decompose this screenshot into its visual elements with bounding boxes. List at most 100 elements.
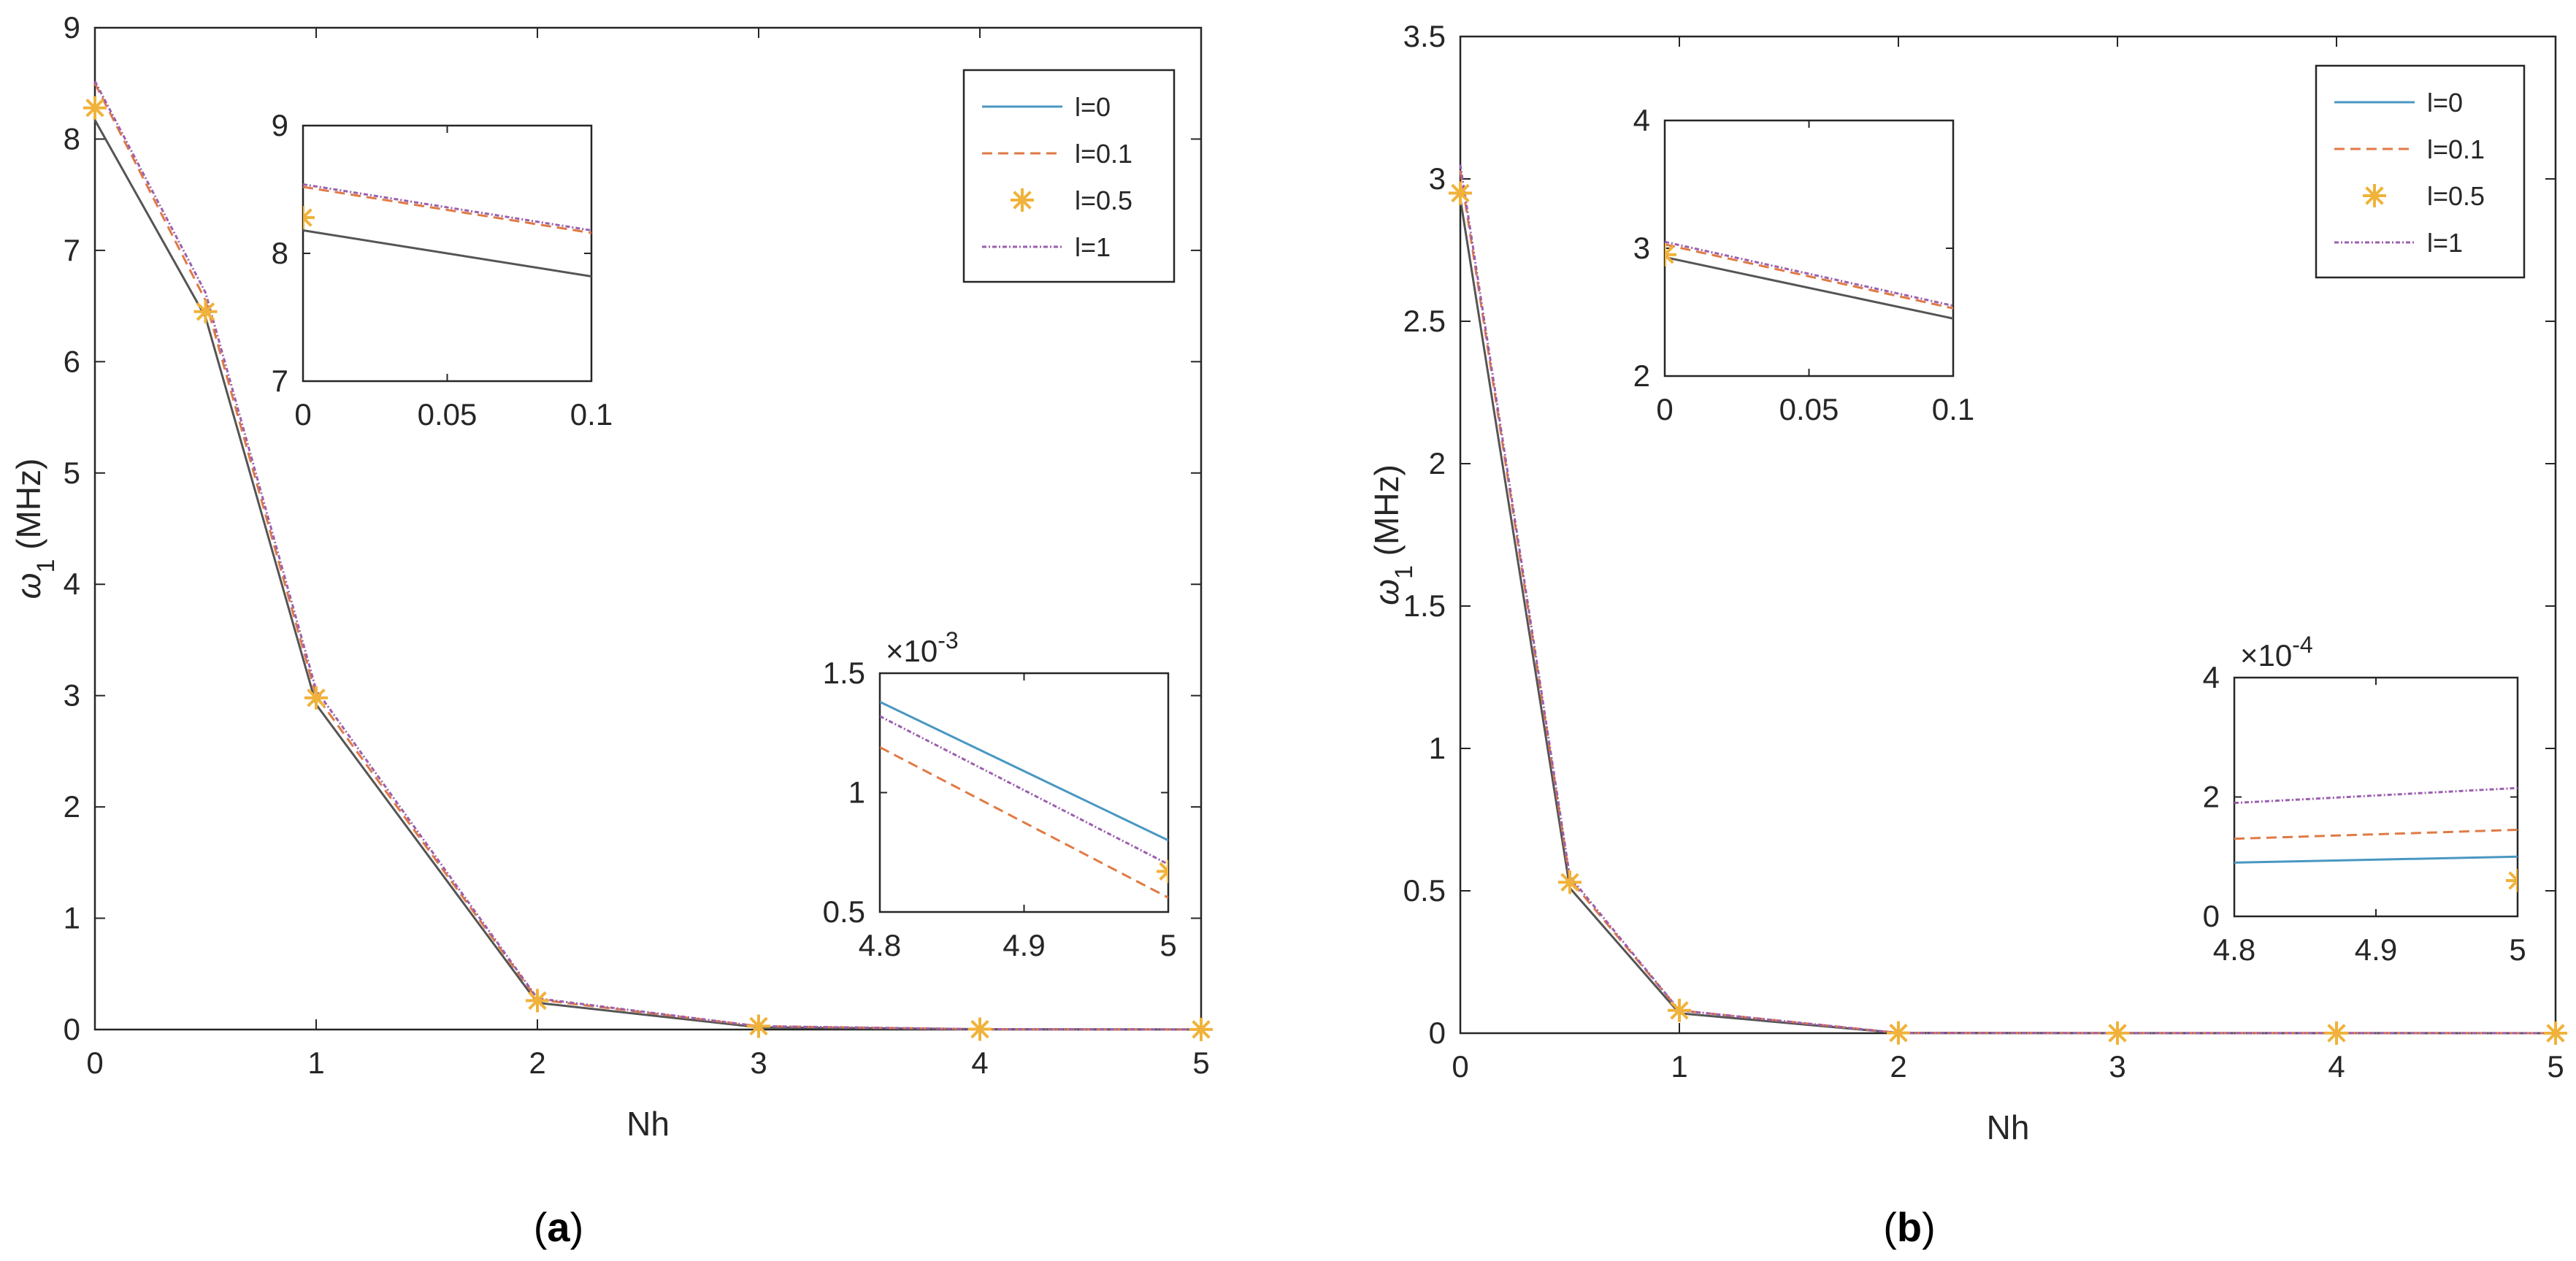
panel-a-xtick-label: 4 [971, 1046, 988, 1080]
panel-b-ytick-label: 1 [1429, 731, 1446, 765]
panel-b-inset-lower-right-xtick-label: 4.8 [2213, 932, 2255, 967]
panel-a-inset-lower-right-ytick-label: 0.5 [823, 894, 865, 929]
panel-b-legend-item-l05-marker [2363, 184, 2386, 207]
panel-a-point-l05 [526, 989, 549, 1013]
panel-b-inset-upper-left-line-l0 [1665, 256, 1953, 320]
panel-a-inset-upper-left-ytick-label: 7 [272, 364, 288, 398]
panel-b-inset-upper-left-xtick-label: 0 [1656, 392, 1673, 426]
panel-a-inset-upper-left: 0 0.05 0.1 7 8 9 [272, 108, 613, 432]
panel-a-inset-lower-right-ytick-label: 1 [848, 775, 865, 810]
panel-a-legend-item-l05-marker [1011, 188, 1034, 212]
panel-b-xtick-label: 1 [1671, 1049, 1687, 1084]
panel-b-ytick-label: 2.5 [1403, 304, 1446, 338]
panel-a-inset-upper-left-point-l05 [303, 206, 315, 229]
panel-b-inset-upper-left-line-l1 [1665, 240, 1953, 307]
panel-a-inset-upper-left-line-l0 [303, 229, 591, 277]
panel-b-inset-upper-left-ytick-label: 4 [1633, 103, 1650, 137]
panel-a-inset-lower-right-line-l0 [880, 700, 1168, 842]
panel-b-ytick-label: 3 [1429, 161, 1446, 196]
panel-a-point-l05 [1189, 1017, 1213, 1041]
panel-b-point-l05 [1558, 870, 1582, 894]
panel-b-point-l05 [1668, 998, 1691, 1022]
panel-a-ytick-label: 0 [64, 1012, 80, 1046]
panel-b-inset-lower-right-ytick-label: 2 [2203, 780, 2220, 814]
panel-b-inset-lower-right-axes-box [2233, 676, 2519, 918]
panel-b-ytick-label: 3.5 [1403, 19, 1446, 53]
panel-a-ytick-label: 2 [64, 789, 80, 824]
panel-a-xtick-label: 3 [750, 1046, 767, 1080]
panel-b-xtick-label: 2 [1890, 1049, 1906, 1084]
panel-b-ytick-label: 0 [1429, 1016, 1446, 1050]
panel-a-legend-item-l0-label: l=0 [1075, 92, 1111, 122]
panel-b-legend-item-l1-label: l=1 [2427, 228, 2463, 258]
panel-a-point-l05 [968, 1017, 992, 1041]
panel-b-ytick-label: 0.5 [1403, 873, 1446, 908]
panel-a-inset-upper-left-ytick-label: 9 [272, 108, 288, 142]
panel-b-legend-item-l01-label: l=0.1 [2427, 134, 2485, 164]
panel-a-inset-upper-left-ytick-label: 8 [272, 236, 288, 270]
panel-a-xtick-label: 2 [529, 1046, 545, 1080]
panel-b-xtick-label: 4 [2328, 1049, 2345, 1084]
panel-a-ytick-label: 9 [64, 10, 80, 45]
panel-b-inset-upper-left: 0 0.05 0.1 2 3 4 [1633, 103, 1975, 426]
panel-b: 0 1 2 3 4 5 0 0.5 1 1.5 2 2.5 3 3.5 Nh ω1 (MHz) l=0 l=0.1… [1368, 19, 2567, 1250]
panel-a-caption: (a) [534, 1204, 583, 1250]
panel-a-ytick-label: 6 [64, 344, 80, 378]
panel-a-point-l05 [83, 96, 107, 120]
panel-b-inset-upper-left-xtick-label: 0.1 [1932, 392, 1974, 426]
panel-a-ytick-label: 8 [64, 121, 80, 156]
panel-b-inset-lower-right-ytick-label: 4 [2203, 660, 2220, 694]
panel-b-point-l05 [2544, 1021, 2567, 1045]
panel-a-xlabel: Nh [626, 1105, 670, 1143]
panel-b-caption: (b) [1883, 1204, 1936, 1250]
panel-a-xtick-label: 0 [86, 1046, 103, 1080]
panel-a-xtick-label: 5 [1192, 1046, 1209, 1080]
panel-a-inset-lower-right-line-l01 [880, 746, 1168, 899]
panel-a-ytick-label: 1 [64, 901, 80, 935]
panel-b-inset-lower-right-xtick-label: 4.9 [2355, 932, 2397, 967]
panel-a-legend-box [962, 69, 1176, 283]
panel-b-legend-item-l05-label: l=0.5 [2427, 181, 2485, 211]
panel-b-legend-item-l0-label: l=0 [2427, 88, 2463, 118]
panel-b-inset-lower-right-exponent: ×10-4 [2240, 632, 2313, 672]
panel-a-ytick-label: 7 [64, 233, 80, 267]
panel-b-point-l05 [1887, 1021, 1910, 1045]
panel-a-inset-lower-right-exponent: ×10-3 [886, 627, 959, 668]
panel-b-xtick-label: 0 [1452, 1049, 1468, 1084]
panel-a-ytick-label: 5 [64, 456, 80, 490]
panel-a-inset-upper-left-xtick-label: 0.05 [418, 397, 478, 432]
panel-b-inset-lower-right-ytick-label: 0 [2203, 899, 2220, 933]
panel-a-legend-item-l05-label: l=0.5 [1075, 185, 1132, 215]
panel-a-inset-lower-right-point-l05 [1157, 859, 1168, 884]
panel-a-legend: l=0 l=0.1 l=0.5 l=1 [962, 69, 1176, 283]
panel-b-xtick-label: 3 [2109, 1049, 2125, 1084]
panel-a-inset-upper-left-line-l1 [303, 183, 591, 231]
panel-b-ylabel: ω1 (MHz) [1368, 464, 1418, 605]
panel-a-inset-lower-right: 4.8 4.9 5 0.5 1 1.5 ×10-3 [823, 627, 1177, 962]
panel-b-legend: l=0 l=0.1 l=0.5 l=1 [2315, 64, 2526, 279]
panel-b-xtick-label: 5 [2547, 1049, 2564, 1084]
panel-b-inset-upper-left-line-l01 [1665, 243, 1953, 310]
panel-a-inset-lower-right-xtick-label: 4.9 [1003, 928, 1045, 962]
panel-b-inset-upper-left-xtick-label: 0.05 [1779, 392, 1839, 426]
panel-a-inset-lower-right-ytick-label: 1.5 [823, 656, 865, 690]
panel-b-inset-upper-left-ytick-label: 3 [1633, 231, 1650, 265]
panel-b-inset-lower-right-xtick-label: 5 [2509, 932, 2526, 967]
panel-b-point-l05 [2106, 1021, 2129, 1045]
panel-a-inset-upper-left-line-l01 [303, 185, 591, 234]
panel-a-ytick-label: 4 [64, 567, 80, 601]
panel-b-point-l05 [1449, 181, 1472, 205]
panel-b-xlabel: Nh [1987, 1108, 2030, 1146]
panel-b-legend-box [2315, 64, 2526, 279]
panel-a-point-l05 [304, 686, 328, 710]
panel-b-inset-upper-left-point-l05 [1665, 242, 1676, 267]
panel-a-legend-item-l1-label: l=1 [1075, 232, 1111, 262]
panel-a-xtick-label: 1 [307, 1046, 324, 1080]
panel-b-point-l05 [2325, 1021, 2348, 1045]
panel-a-inset-lower-right-xtick-label: 5 [1159, 928, 1176, 962]
panel-b-inset-lower-right-line-l0 [2234, 855, 2518, 864]
panel-a-inset-lower-right-xtick-label: 4.8 [859, 928, 901, 962]
panel-a-inset-upper-left-xtick-label: 0 [294, 397, 311, 432]
